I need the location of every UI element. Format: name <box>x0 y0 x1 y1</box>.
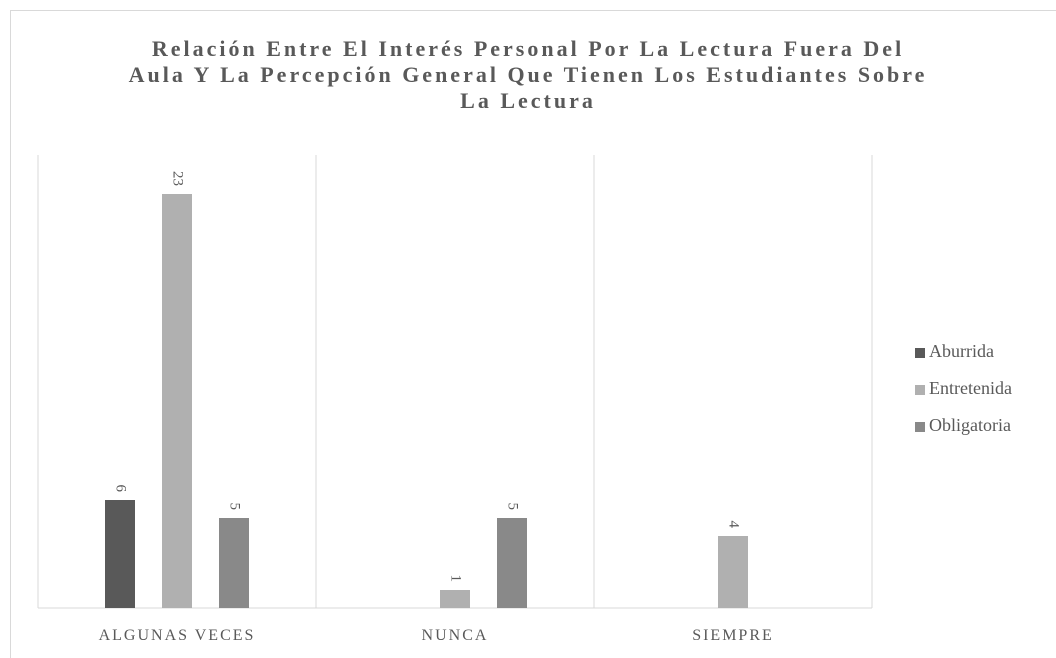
data-label: 1 <box>448 575 464 583</box>
legend-label: Aburrida <box>929 341 994 361</box>
data-label: 23 <box>170 171 186 186</box>
bar <box>497 518 527 608</box>
x-tick-label: NUNCA <box>422 627 489 644</box>
data-label: 6 <box>113 485 129 493</box>
bar <box>162 194 192 608</box>
bar <box>440 590 470 608</box>
data-label: 5 <box>505 503 521 511</box>
chart-title: Relación Entre El Interés Personal Por L… <box>128 36 928 113</box>
x-tick-label: SIEMPRE <box>692 627 774 644</box>
bar <box>718 536 748 608</box>
x-tick-label: ALGUNAS VECES <box>99 627 256 644</box>
legend-label: Obligatoria <box>929 415 1011 435</box>
data-label: 5 <box>227 503 243 511</box>
data-label: 4 <box>726 521 742 529</box>
chart-frame <box>10 10 1056 658</box>
bar <box>105 500 135 608</box>
bar <box>219 518 249 608</box>
legend-swatch <box>915 422 925 432</box>
legend-swatch <box>915 385 925 395</box>
legend-swatch <box>915 348 925 358</box>
legend-label: Entretenida <box>929 378 1012 398</box>
